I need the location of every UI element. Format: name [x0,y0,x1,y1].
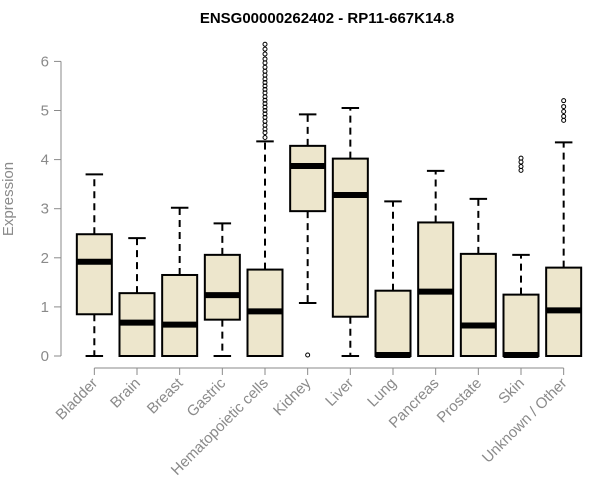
outlier-point [262,135,268,141]
y-axis-label: Expression [0,162,17,236]
outlier-point [561,117,567,123]
outlier-point [262,64,268,70]
outlier-point [561,113,567,119]
outlier-point [262,86,268,92]
outlier-point [561,98,567,104]
box-5 [289,113,327,358]
outlier-point [518,167,524,173]
iqr-box [203,253,241,321]
iqr-box [289,144,327,213]
y-tick-label: 4 [41,152,49,169]
outlier-point [262,83,268,89]
box-7 [374,200,412,359]
box-6 [331,107,369,357]
outlier-point [561,104,567,110]
box-8 [417,169,455,357]
outlier-point [262,122,268,128]
outlier-point [262,90,268,96]
outlier-point [305,352,311,358]
box-9 [459,197,497,357]
iqr-box [75,233,113,316]
box-10 [502,155,540,359]
iqr-box [459,252,497,357]
outlier-point [262,97,268,103]
outlier-point [262,60,268,66]
box-0 [75,173,113,357]
y-axis: 0 1 2 3 4 5 6 [41,53,62,365]
x-tick-label: Prostate [434,375,486,427]
iqr-box [502,293,540,357]
outlier-point [262,51,268,57]
box-1 [118,237,156,358]
x-tick-label: Liver [322,375,357,410]
x-tick-label: Lung [364,375,400,411]
y-tick-label: 6 [41,53,49,70]
y-tick-label: 2 [41,250,49,267]
outlier-point [262,80,268,86]
iqr-box [331,157,369,318]
outlier-point [262,118,268,124]
outlier-point [262,41,268,47]
iqr-box [374,289,412,357]
x-tick-label: Kidney [270,374,315,419]
outlier-point [262,130,268,136]
outlier-point [262,108,268,113]
outlier-point [262,46,268,52]
y-tick-label: 1 [41,299,49,316]
outlier-point [262,72,268,78]
outlier-point [262,111,268,117]
box-2 [161,206,199,357]
outlier-point [262,114,268,120]
y-tick-label: 0 [41,348,49,365]
outlier-point [561,108,567,114]
outlier-point [262,104,268,110]
iqr-box [161,273,199,357]
x-tick-label: Bladder [53,375,102,424]
outlier-point [262,68,268,74]
y-tick-label: 5 [41,103,49,120]
x-tick-label: Skin [495,375,528,408]
boxes [75,41,583,359]
box-4 [246,41,284,358]
outlier-point [518,159,524,165]
outlier-point [262,101,268,107]
x-tick-label: Brain [107,375,144,412]
chart-title: ENSG00000262402 - RP11-667K14.8 [200,10,454,27]
box-11 [545,98,583,357]
box-3 [203,222,241,357]
x-tick-label: Breast [144,374,187,417]
outlier-point [518,163,524,169]
outlier-point [518,155,524,161]
y-tick-label: 3 [41,201,49,218]
outlier-point [262,56,268,62]
